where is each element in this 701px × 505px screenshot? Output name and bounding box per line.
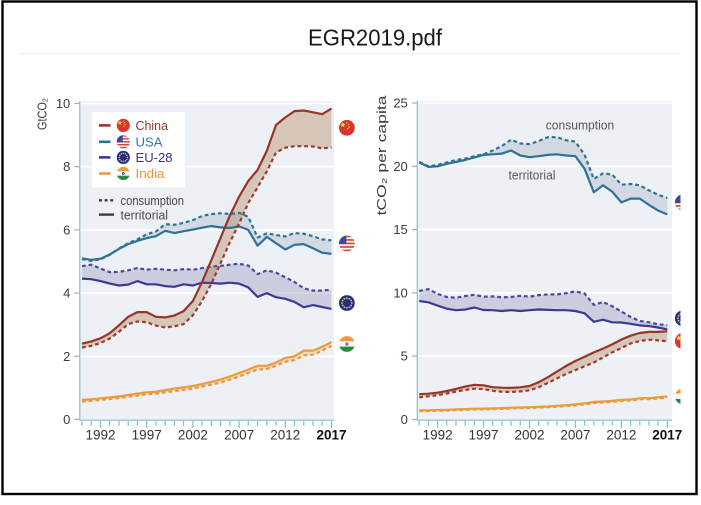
svg-text:10: 10 xyxy=(393,285,407,300)
svg-text:2: 2 xyxy=(63,349,70,364)
svg-text:2012: 2012 xyxy=(270,428,300,443)
svg-text:2002: 2002 xyxy=(178,428,208,443)
svg-text:25: 25 xyxy=(393,96,407,111)
svg-text:15: 15 xyxy=(393,222,407,237)
svg-text:2007: 2007 xyxy=(560,428,590,443)
svg-text:tCO₂ per capita: tCO₂ per capita xyxy=(375,96,389,216)
svg-text:2017: 2017 xyxy=(652,428,682,443)
svg-text:2012: 2012 xyxy=(606,428,636,443)
svg-text:1992: 1992 xyxy=(423,428,453,443)
svg-text:China: China xyxy=(136,118,169,133)
svg-text:USA: USA xyxy=(136,135,163,150)
svg-text:2007: 2007 xyxy=(224,428,254,443)
svg-text:EGR2019.pdf: EGR2019.pdf xyxy=(308,25,443,51)
svg-text:consumption: consumption xyxy=(121,194,185,208)
svg-text:territorial: territorial xyxy=(121,208,169,222)
svg-text:EU-28: EU-28 xyxy=(136,150,173,165)
svg-text:0: 0 xyxy=(401,412,408,427)
svg-text:2002: 2002 xyxy=(514,428,544,443)
svg-text:8: 8 xyxy=(63,159,70,174)
svg-text:India: India xyxy=(136,166,166,181)
svg-text:0: 0 xyxy=(63,412,70,427)
svg-text:GtCO₂: GtCO₂ xyxy=(36,98,50,130)
svg-text:1997: 1997 xyxy=(132,428,162,443)
svg-text:consumption: consumption xyxy=(546,119,615,133)
svg-text:10: 10 xyxy=(56,96,70,111)
svg-text:2017: 2017 xyxy=(316,428,346,443)
svg-text:1992: 1992 xyxy=(85,428,115,443)
svg-text:1997: 1997 xyxy=(468,428,498,443)
svg-text:territorial: territorial xyxy=(509,169,556,183)
svg-text:4: 4 xyxy=(63,286,70,301)
svg-text:6: 6 xyxy=(63,222,70,237)
svg-text:20: 20 xyxy=(393,159,407,174)
svg-text:5: 5 xyxy=(401,349,408,364)
